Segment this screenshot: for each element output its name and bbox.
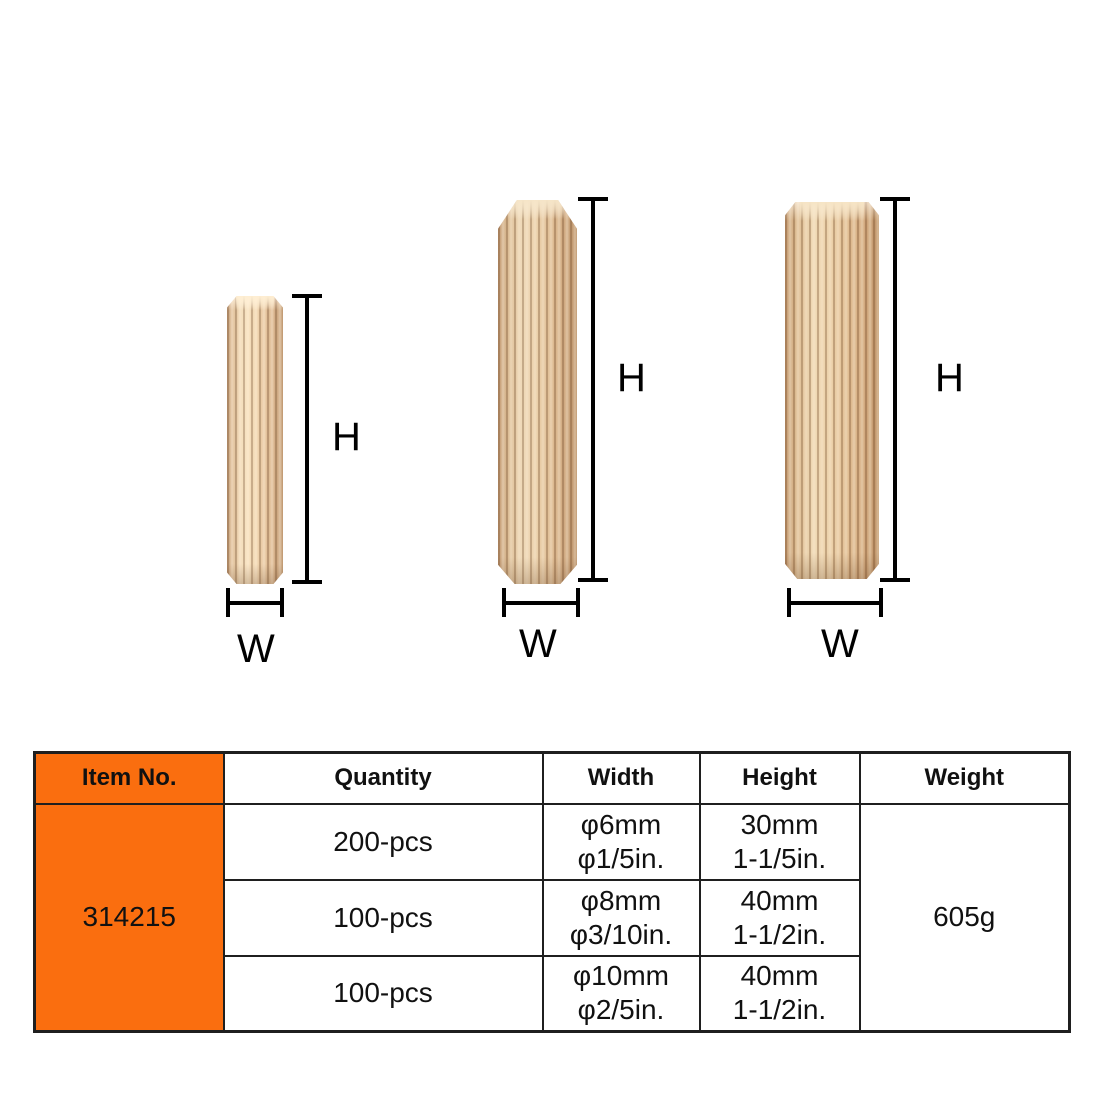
width-label-small: W xyxy=(237,627,275,671)
height-mm-value: 40mm xyxy=(740,960,819,992)
width-mm-value: φ10mm xyxy=(573,960,669,992)
height-dimension-line-small xyxy=(292,294,322,584)
table-row: 314215 200-pcs φ6mm φ1/5in. 30mm 1-1/5in… xyxy=(33,802,1071,1033)
dowel-image-small xyxy=(227,296,283,584)
table-row: 100-pcs φ8mm φ3/10in. 40mm 1-1/2in. xyxy=(35,878,1070,957)
header-item-no: Item No. xyxy=(33,751,225,805)
width-cell: φ8mm φ3/10in. xyxy=(541,878,701,957)
header-quantity: Quantity xyxy=(222,751,544,805)
spec-table: Item No. Quantity Width Height Weight 31… xyxy=(33,751,1071,1033)
height-in-value: 1-1/2in. xyxy=(732,918,827,950)
width-label-large: W xyxy=(821,622,859,666)
dowel-image-medium xyxy=(498,200,577,584)
table-row: 100-pcs φ10mm φ2/5in. 40mm 1-1/2in. xyxy=(35,954,1070,1033)
item-no-cell: 314215 xyxy=(33,802,225,1033)
width-mm-value: φ6mm xyxy=(580,808,662,840)
height-dimension-line-medium xyxy=(578,197,608,582)
weight-cell: 605g xyxy=(858,802,1071,1033)
header-weight: Weight xyxy=(858,751,1071,805)
width-in-value: φ3/10in. xyxy=(569,918,673,950)
height-cell: 40mm 1-1/2in. xyxy=(698,878,861,957)
dowel-image-large xyxy=(785,202,879,579)
header-height: Height xyxy=(698,751,861,805)
height-label-large: H xyxy=(935,356,964,400)
width-mm-value: φ8mm xyxy=(580,884,662,916)
quantity-cell: 100-pcs xyxy=(222,954,544,1033)
height-in-value: 1-1/5in. xyxy=(732,842,827,874)
width-in-value: φ1/5in. xyxy=(577,842,665,874)
width-cell: φ6mm φ1/5in. xyxy=(541,802,701,881)
height-label-medium: H xyxy=(617,356,646,400)
height-label-small: H xyxy=(332,415,361,459)
height-in-value: 1-1/2in. xyxy=(732,994,827,1026)
quantity-cell: 100-pcs xyxy=(222,878,544,957)
quantity-cell: 200-pcs xyxy=(222,802,544,881)
height-cell: 30mm 1-1/5in. xyxy=(698,802,861,881)
width-dimension-line-small xyxy=(226,588,284,617)
width-cell: φ10mm φ2/5in. xyxy=(541,954,701,1033)
width-dimension-line-large xyxy=(787,588,883,617)
width-label-medium: W xyxy=(519,622,557,666)
table-header-row: Item No. Quantity Width Height Weight xyxy=(33,751,1071,805)
height-cell: 40mm 1-1/2in. xyxy=(698,954,861,1033)
height-mm-value: 40mm xyxy=(740,884,819,916)
header-width: Width xyxy=(541,751,701,805)
height-mm-value: 30mm xyxy=(740,808,819,840)
width-dimension-line-medium xyxy=(502,588,580,617)
width-in-value: φ2/5in. xyxy=(577,994,665,1026)
height-dimension-line-large xyxy=(880,197,910,582)
